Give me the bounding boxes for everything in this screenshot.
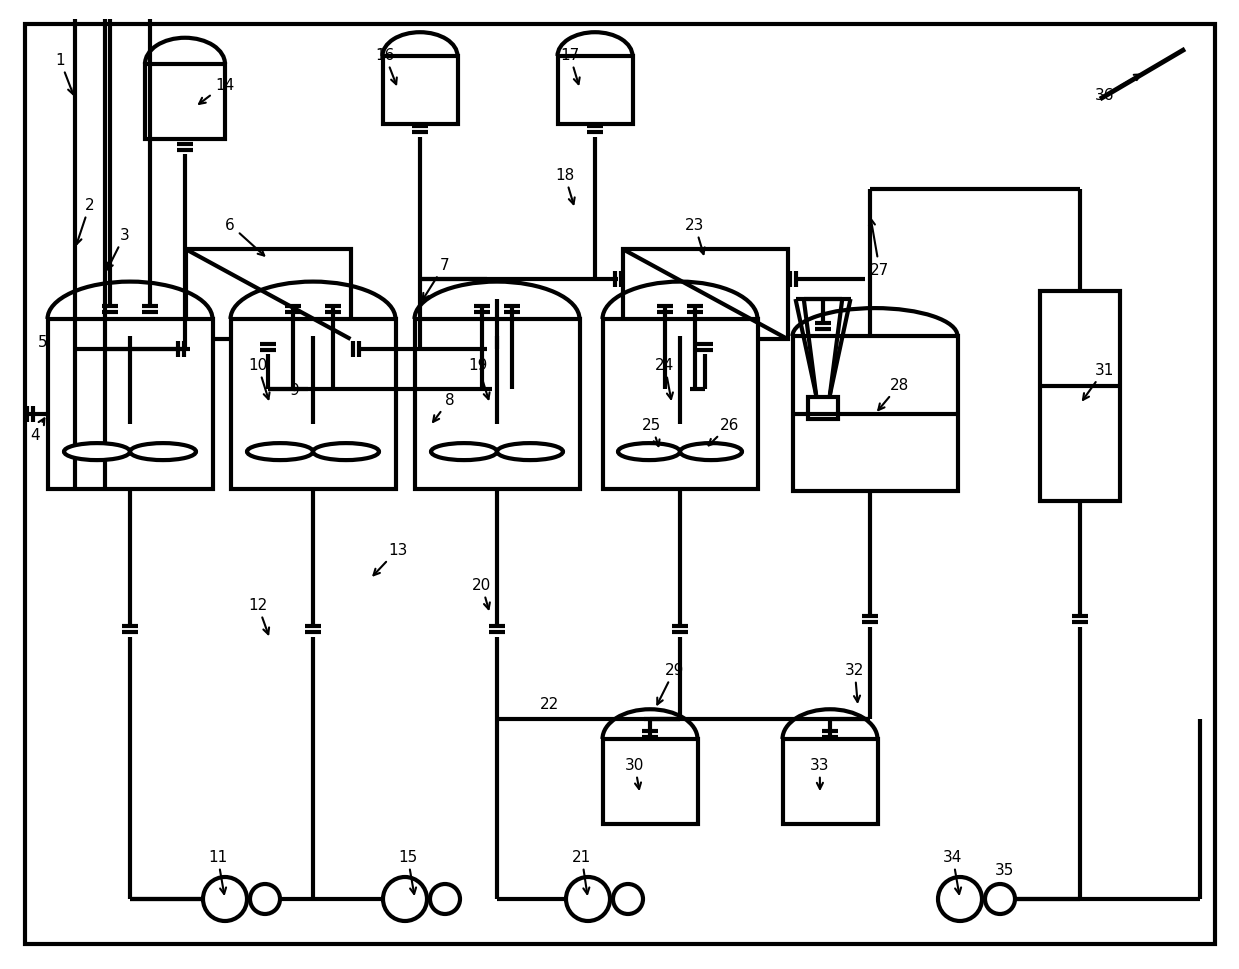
Text: 35: 35 — [995, 862, 1015, 877]
Text: 23: 23 — [685, 218, 705, 255]
Circle shape — [383, 877, 427, 922]
Ellipse shape — [130, 444, 196, 460]
Bar — [186, 250, 351, 340]
Text: 20: 20 — [472, 578, 491, 610]
Bar — [602, 320, 757, 489]
Text: 13: 13 — [373, 543, 408, 576]
Text: 7: 7 — [422, 258, 450, 300]
Bar — [602, 739, 698, 825]
Bar — [808, 398, 838, 420]
Text: 17: 17 — [560, 47, 580, 85]
Ellipse shape — [618, 444, 680, 460]
Circle shape — [566, 877, 610, 922]
Text: 12: 12 — [248, 597, 269, 635]
Text: 19: 19 — [468, 358, 489, 400]
Text: 26: 26 — [709, 418, 740, 446]
Text: 8: 8 — [434, 392, 455, 422]
Text: 29: 29 — [657, 663, 684, 704]
Text: 3: 3 — [108, 228, 130, 270]
Text: 25: 25 — [642, 418, 662, 447]
Text: 10: 10 — [248, 358, 270, 400]
Text: 22: 22 — [540, 697, 559, 711]
Text: 27: 27 — [869, 220, 890, 278]
Text: 33: 33 — [810, 757, 829, 789]
Circle shape — [203, 877, 247, 922]
Bar — [230, 320, 395, 489]
Bar — [415, 320, 580, 489]
Ellipse shape — [247, 444, 313, 460]
Circle shape — [250, 884, 280, 914]
Bar — [783, 739, 877, 825]
Text: 1: 1 — [55, 53, 74, 95]
Text: 2: 2 — [76, 198, 94, 245]
Text: 9: 9 — [290, 383, 300, 397]
Circle shape — [938, 877, 983, 922]
Text: 34: 34 — [943, 849, 963, 894]
Bar — [145, 65, 225, 140]
Text: 18: 18 — [555, 168, 575, 204]
Text: 30: 30 — [624, 757, 644, 789]
Bar — [1040, 292, 1120, 502]
Text: 32: 32 — [845, 663, 865, 703]
Text: 4: 4 — [30, 419, 45, 443]
Text: 21: 21 — [572, 849, 591, 894]
Circle shape — [613, 884, 643, 914]
Circle shape — [985, 884, 1015, 914]
Ellipse shape — [313, 444, 379, 460]
Circle shape — [430, 884, 460, 914]
Bar — [622, 250, 788, 340]
Bar — [383, 57, 457, 125]
Ellipse shape — [497, 444, 563, 460]
Text: 36: 36 — [1095, 76, 1141, 103]
Text: 5: 5 — [38, 334, 47, 350]
Text: 31: 31 — [1083, 362, 1114, 400]
Text: 11: 11 — [208, 849, 227, 894]
Ellipse shape — [680, 444, 742, 460]
Bar — [47, 320, 213, 489]
Text: 6: 6 — [225, 218, 264, 257]
Bar — [558, 57, 632, 125]
Ellipse shape — [64, 444, 130, 460]
Text: 14: 14 — [199, 78, 234, 105]
Text: 28: 28 — [878, 378, 909, 411]
Text: 15: 15 — [398, 849, 418, 894]
Bar — [793, 336, 958, 491]
Ellipse shape — [431, 444, 497, 460]
Text: 16: 16 — [375, 47, 396, 85]
Text: 24: 24 — [655, 358, 674, 399]
